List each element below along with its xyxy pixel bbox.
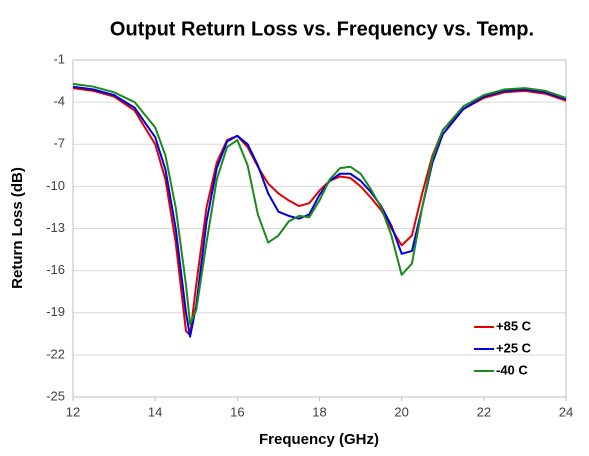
y-tick-label: -7 — [53, 136, 65, 151]
x-tick-label: 18 — [312, 404, 326, 419]
x-tick-label: 22 — [477, 404, 491, 419]
legend-label: -40 C — [496, 362, 528, 377]
plot-border — [72, 59, 567, 398]
x-tick-label: 20 — [394, 404, 408, 419]
x-tick-label: 24 — [559, 404, 573, 419]
chart-title: Output Return Loss vs. Frequency vs. Tem… — [110, 18, 534, 40]
legend-label: +25 C — [496, 340, 532, 355]
y-tick-label: -19 — [46, 304, 65, 319]
y-tick-label: -25 — [46, 388, 65, 403]
x-axis-title: Frequency (GHz) — [259, 431, 379, 448]
y-tick-label: -22 — [46, 346, 65, 361]
y-tick-label: -4 — [53, 94, 65, 109]
y-tick-label: -1 — [53, 51, 65, 66]
x-tick-label: 16 — [230, 404, 244, 419]
data-line — [72, 85, 567, 338]
y-tick-label: -16 — [46, 262, 65, 277]
y-tick-label: -10 — [46, 178, 65, 193]
data-line — [72, 82, 567, 325]
y-axis-title: Return Loss (dB) — [9, 167, 26, 289]
y-tick-label: -13 — [46, 220, 65, 235]
x-tick-label: 12 — [66, 404, 80, 419]
legend-label: +85 C — [496, 318, 532, 333]
x-tick-label: 14 — [148, 404, 162, 419]
